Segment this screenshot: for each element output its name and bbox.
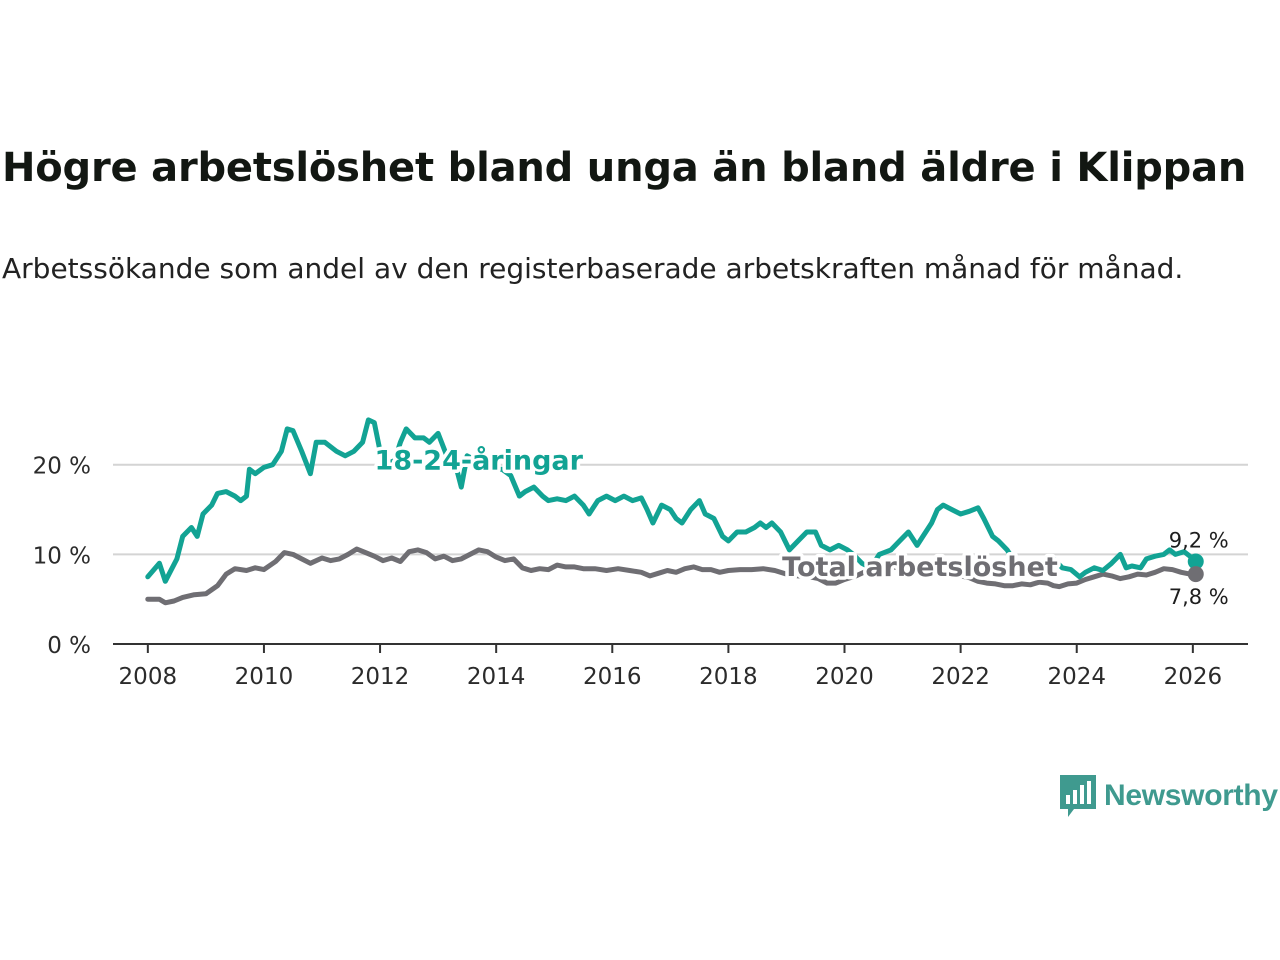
series-label-total: Total arbetslöshet (782, 552, 1058, 583)
y-tick-label: 20 % (33, 454, 91, 480)
newsworthy-logo-icon (1060, 775, 1096, 817)
series-layer (145, 417, 1199, 606)
x-tick-label: 2022 (931, 664, 990, 690)
x-tick-label: 2016 (583, 664, 642, 690)
x-tick-label: 2008 (119, 664, 178, 690)
label-layer: 9,2 % 18-24-åringar 7,8 % Total arbetslöshe… (371, 441, 1229, 609)
x-tick-label: 2018 (699, 664, 758, 690)
newsworthy-logo: Newsworthy (1058, 772, 1278, 820)
series-line-total (145, 546, 1199, 606)
line-chart: 0 % 10 % 20 % 2008 2010 2012 2014 2016 2018 2020 2… (33, 417, 1248, 690)
x-tick-label: 2020 (815, 664, 874, 690)
x-tick-label: 2012 (351, 664, 410, 690)
x-tick-label: 2014 (467, 664, 526, 690)
x-tick-label: 2026 (1164, 664, 1223, 690)
axis-layer: 0 % 10 % 20 % 2008 2010 2012 2014 2016 2018 2020 2… (33, 454, 1248, 690)
series-line-youth (145, 417, 1199, 584)
end-marker-youth (1187, 553, 1204, 570)
grid-layer (113, 463, 1248, 556)
end-marker-total (1187, 566, 1204, 583)
y-tick-label: 10 % (33, 543, 91, 569)
end-value-label-youth: 9,2 % (1169, 529, 1229, 553)
y-tick-label: 0 % (47, 633, 91, 659)
series-label-youth: 18-24-åringar (375, 444, 584, 476)
brand-name: Newsworthy (1104, 779, 1278, 812)
end-value-label-total: 7,8 % (1169, 585, 1229, 609)
x-tick-label: 2010 (235, 664, 294, 690)
x-tick-label: 2024 (1047, 664, 1106, 690)
chart-subtitle: Arbetssökande som andel av den registerb… (2, 252, 1184, 285)
chart-title: Högre arbetslöshet bland unga än bland ä… (2, 145, 1247, 191)
